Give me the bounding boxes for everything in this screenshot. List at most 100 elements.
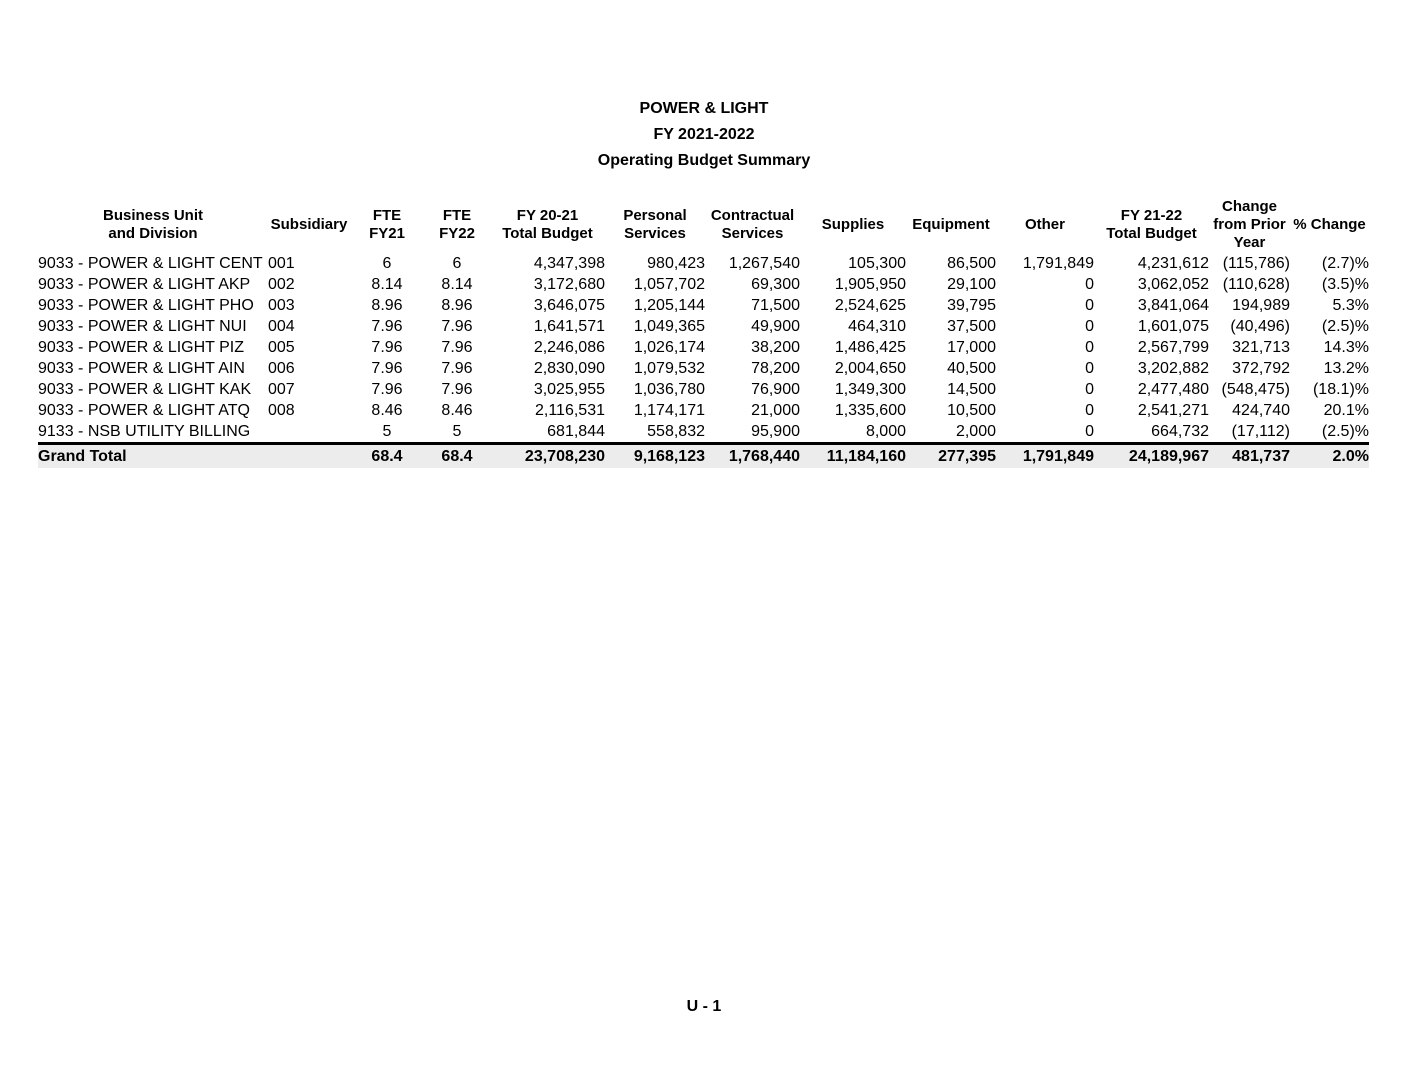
cell-supplies: 1,349,300 bbox=[834, 381, 906, 398]
column-header-equipment: Equipment bbox=[912, 215, 990, 233]
cell-business-unit: 9033 - POWER & LIGHT ATQ bbox=[38, 402, 250, 419]
cell-equipment: 17,000 bbox=[947, 339, 996, 356]
cell-other: 0 bbox=[1085, 276, 1094, 293]
cell-pct-change: (2.7)% bbox=[1321, 255, 1369, 272]
cell-subsidiary bbox=[268, 442, 350, 468]
column-header-subsidiary: Subsidiary bbox=[270, 215, 348, 233]
cell-supplies: 464,310 bbox=[848, 318, 906, 335]
column-header-fy20-21-total-budget: FY 20-21 Total Budget bbox=[502, 206, 593, 242]
cell-personal-services: 558,832 bbox=[647, 423, 705, 440]
cell-fy21-22-total-budget: 24,189,967 bbox=[1094, 442, 1209, 468]
cell-supplies: 105,300 bbox=[848, 255, 906, 272]
cell-equipment: 37,500 bbox=[947, 318, 996, 335]
column-header-change-from-prior-year: Change from Prior Year bbox=[1213, 197, 1286, 251]
table-row: 9133 - NSB UTILITY BILLING 5 5 681,844 558,8… bbox=[38, 421, 1369, 444]
cell-fte-fy22: 7.96 bbox=[441, 360, 473, 377]
cell-fte-fy22: 7.96 bbox=[441, 381, 473, 398]
table-row: 9033 - POWER & LIGHT ATQ 008 8.46 8.46 2,116… bbox=[38, 400, 1369, 421]
cell-supplies: 1,486,425 bbox=[834, 339, 906, 356]
cell-fte-fy22: 68.4 bbox=[424, 442, 490, 468]
cell-personal-services: 1,079,532 bbox=[633, 360, 705, 377]
cell-personal-services: 1,026,174 bbox=[633, 339, 705, 356]
column-header-fte-fy21: FTE FY21 bbox=[369, 206, 405, 242]
cell-change-from-prior-year: 194,989 bbox=[1232, 297, 1290, 314]
cell-supplies: 1,905,950 bbox=[834, 276, 906, 293]
cell-fte-fy21: 7.96 bbox=[371, 318, 403, 335]
table-row: 9033 - POWER & LIGHT CENT 001 6 6 4,347,398 9… bbox=[38, 253, 1369, 274]
column-header-other: Other bbox=[1024, 215, 1065, 233]
column-header-supplies: Supplies bbox=[821, 215, 885, 233]
cell-supplies: 11,184,160 bbox=[800, 442, 906, 468]
cell-contractual-services: 21,000 bbox=[751, 402, 800, 419]
table-row: 9033 - POWER & LIGHT PIZ 005 7.96 7.96 2,246… bbox=[38, 337, 1369, 358]
cell-equipment: 2,000 bbox=[955, 423, 996, 440]
table-row: 9033 - POWER & LIGHT KAK 007 7.96 7.96 3,025… bbox=[38, 379, 1369, 400]
cell-other: 0 bbox=[1085, 381, 1094, 398]
table-body: 9033 - POWER & LIGHT CENT 001 6 6 4,347,398 9… bbox=[38, 253, 1369, 468]
cell-fte-fy21: 5 bbox=[382, 423, 392, 440]
cell-contractual-services: 1,267,540 bbox=[728, 255, 800, 272]
column-header-fte-fy22: FTE FY22 bbox=[439, 206, 475, 242]
cell-fy20-21-total-budget: 2,830,090 bbox=[533, 360, 605, 377]
cell-fte-fy22: 7.96 bbox=[441, 339, 473, 356]
cell-other: 0 bbox=[1085, 297, 1094, 314]
cell-fy21-22-total-budget: 2,567,799 bbox=[1137, 339, 1209, 356]
table-row: 9033 - POWER & LIGHT AKP 002 8.14 8.14 3,172… bbox=[38, 274, 1369, 295]
cell-pct-change: (3.5)% bbox=[1321, 276, 1369, 293]
cell-business-unit: Grand Total bbox=[38, 442, 268, 468]
cell-supplies: 8,000 bbox=[865, 423, 906, 440]
cell-fte-fy22: 8.46 bbox=[441, 402, 473, 419]
cell-contractual-services: 1,768,440 bbox=[705, 442, 800, 468]
cell-fy20-21-total-budget: 3,025,955 bbox=[533, 381, 605, 398]
cell-change-from-prior-year: (548,475) bbox=[1221, 381, 1291, 398]
cell-subsidiary: 005 bbox=[268, 339, 295, 356]
cell-contractual-services: 38,200 bbox=[751, 339, 800, 356]
cell-personal-services: 1,174,171 bbox=[633, 402, 705, 419]
cell-contractual-services: 78,200 bbox=[751, 360, 800, 377]
cell-other: 1,791,849 bbox=[1022, 255, 1094, 272]
page-number: U - 1 bbox=[686, 998, 722, 1015]
cell-equipment: 14,500 bbox=[947, 381, 996, 398]
cell-fte-fy21: 6 bbox=[382, 255, 392, 272]
cell-fy20-21-total-budget: 2,246,086 bbox=[533, 339, 605, 356]
title-block: POWER & LIGHT FY 2021-2022 Operating Bud… bbox=[0, 96, 1408, 174]
cell-equipment: 39,795 bbox=[947, 297, 996, 314]
cell-pct-change: 20.1% bbox=[1323, 402, 1369, 419]
cell-fy21-22-total-budget: 3,202,882 bbox=[1137, 360, 1209, 377]
cell-other: 0 bbox=[1085, 423, 1094, 440]
cell-change-from-prior-year: (110,628) bbox=[1222, 276, 1290, 293]
cell-pct-change: 13.2% bbox=[1323, 360, 1369, 377]
column-header-fy21-22-total-budget: FY 21-22 Total Budget bbox=[1106, 206, 1197, 242]
cell-fy21-22-total-budget: 2,541,271 bbox=[1137, 402, 1209, 419]
cell-subsidiary: 008 bbox=[268, 402, 295, 419]
cell-pct-change: 2.0% bbox=[1290, 442, 1369, 468]
cell-fy21-22-total-budget: 2,477,480 bbox=[1137, 381, 1209, 398]
cell-fy20-21-total-budget: 4,347,398 bbox=[533, 255, 605, 272]
cell-pct-change: 5.3% bbox=[1332, 297, 1369, 314]
cell-business-unit: 9133 - NSB UTILITY BILLING bbox=[38, 423, 251, 440]
cell-fy21-22-total-budget: 3,062,052 bbox=[1137, 276, 1209, 293]
column-header-business-unit: Business Unit and Division bbox=[102, 206, 204, 242]
table-row: 9033 - POWER & LIGHT PHO 003 8.96 8.96 3,646… bbox=[38, 295, 1369, 316]
cell-subsidiary: 001 bbox=[268, 255, 295, 272]
header-row: Business Unit and Division Subsidiary FTE … bbox=[38, 196, 1369, 253]
cell-fy20-21-total-budget: 3,646,075 bbox=[533, 297, 605, 314]
cell-business-unit: 9033 - POWER & LIGHT PIZ bbox=[38, 339, 244, 356]
cell-fte-fy22: 5 bbox=[452, 423, 462, 440]
cell-contractual-services: 49,900 bbox=[751, 318, 800, 335]
cell-fy20-21-total-budget: 681,844 bbox=[547, 423, 605, 440]
table-row: 9033 - POWER & LIGHT AIN 006 7.96 7.96 2,830… bbox=[38, 358, 1369, 379]
column-header-personal-services: Personal Services bbox=[623, 206, 687, 242]
cell-personal-services: 1,036,780 bbox=[633, 381, 705, 398]
cell-pct-change: (18.1)% bbox=[1312, 381, 1369, 398]
cell-change-from-prior-year: (115,786) bbox=[1222, 255, 1290, 272]
cell-supplies: 2,004,650 bbox=[834, 360, 906, 377]
cell-equipment: 10,500 bbox=[947, 402, 996, 419]
cell-business-unit: 9033 - POWER & LIGHT NUI bbox=[38, 318, 247, 335]
cell-pct-change: (2.5)% bbox=[1321, 318, 1369, 335]
cell-personal-services: 1,049,365 bbox=[633, 318, 705, 335]
cell-personal-services: 9,168,123 bbox=[605, 442, 705, 468]
cell-change-from-prior-year: (17,112) bbox=[1231, 423, 1290, 440]
doc-title: POWER & LIGHT bbox=[639, 100, 769, 117]
